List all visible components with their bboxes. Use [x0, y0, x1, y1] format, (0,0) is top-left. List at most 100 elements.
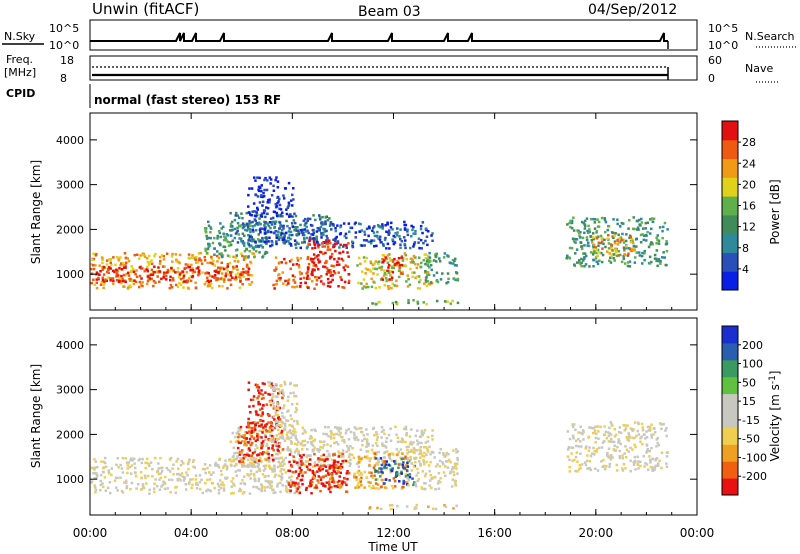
scatter-cell [273, 269, 277, 272]
scatter-cell [262, 191, 265, 195]
scatter-cell [250, 458, 253, 461]
scatter-cell [626, 264, 630, 268]
scatter-cell [257, 386, 261, 389]
scatter-cell [423, 455, 426, 458]
scatter-cell [435, 260, 438, 263]
scatter-cell [301, 471, 304, 475]
scatter-cell [399, 237, 402, 241]
colorbar-tick-label-3: -15 [742, 414, 760, 427]
scatter-cell [650, 217, 654, 220]
scatter-cell [272, 395, 275, 398]
scatter-cell [245, 263, 249, 267]
scatter-cell [341, 439, 344, 442]
scatter-cell [395, 262, 398, 265]
scatter-cell [383, 465, 386, 468]
y-tick-label-3: 4000 [56, 134, 84, 147]
scatter-cell [216, 234, 219, 238]
scatter-cell [261, 413, 264, 416]
scatter-cell [570, 446, 573, 449]
scatter-region-13 [371, 299, 460, 306]
scatter-cell [317, 276, 321, 279]
scatter-cell [182, 276, 185, 280]
scatter-cell [448, 458, 451, 462]
scatter-cell [409, 257, 413, 260]
scatter-cell [250, 465, 254, 468]
scatter-cell [299, 223, 302, 227]
scatter-cell [427, 464, 431, 467]
scatter-cell [272, 435, 275, 438]
scatter-cell [452, 277, 456, 281]
scatter-cell [295, 486, 298, 490]
scatter-cell [245, 248, 248, 251]
scatter-cell [422, 301, 425, 304]
scatter-cell [377, 471, 380, 474]
scatter-cell [127, 461, 131, 464]
scatter-cell [417, 478, 421, 481]
scatter-cell [256, 222, 259, 225]
scatter-cell [147, 462, 151, 466]
scatter-cell [247, 381, 251, 384]
scatter-cell [585, 238, 589, 242]
scatter-cell [252, 472, 256, 476]
scatter-cell [309, 463, 312, 466]
scatter-cell [94, 264, 97, 267]
scatter-cell [316, 463, 319, 467]
scatter-cell [240, 435, 244, 439]
scatter-cell [600, 446, 604, 449]
scatter-cell [329, 490, 332, 494]
scatter-cell [613, 240, 617, 243]
scatter-cell [649, 461, 652, 464]
scatter-cell [264, 428, 268, 432]
scatter-cell [260, 397, 264, 400]
scatter-cell [360, 229, 364, 232]
scatter-cell [574, 241, 577, 244]
scatter-cell [420, 452, 423, 456]
scatter-cell [609, 421, 613, 424]
scatter-cell [127, 285, 130, 289]
scatter-cell [456, 450, 460, 453]
scatter-cell [585, 445, 588, 448]
scatter-cell [641, 251, 644, 255]
scatter-cell [290, 424, 294, 427]
scatter-cell [592, 243, 596, 247]
scatter-cell [240, 459, 244, 462]
scatter-cell [250, 235, 253, 239]
scatter-cell [409, 246, 412, 250]
scatter-cell [112, 256, 115, 259]
scatter-cell [326, 237, 329, 240]
scatter-cell [176, 457, 180, 461]
scatter-cell [375, 431, 378, 434]
scatter-cell [217, 229, 221, 233]
scatter-cell [292, 263, 295, 266]
scatter-cell [616, 222, 619, 226]
scatter-cell [396, 462, 400, 466]
scatter-cell [329, 429, 332, 433]
scatter-cell [401, 438, 405, 442]
scatter-cell [262, 195, 266, 198]
scatter-cell [401, 440, 405, 444]
scatter-cell [384, 256, 387, 259]
scatter-cell [329, 437, 333, 440]
scatter-cell [282, 197, 286, 200]
scatter-cell [258, 240, 261, 243]
scatter-cell [239, 280, 242, 283]
scatter-cell [583, 255, 586, 259]
scatter-cell [266, 221, 269, 225]
scatter-cell [395, 448, 399, 451]
colorbar-cell-0 [722, 478, 738, 496]
scatter-cell [274, 491, 277, 494]
scatter-cell [434, 465, 438, 468]
scatter-cell [194, 478, 198, 481]
scatter-cell [273, 475, 276, 478]
scatter-cell [451, 478, 454, 481]
x-tick-label-0: 00:00 [73, 526, 108, 540]
scatter-cell [262, 426, 265, 429]
scatter-cell [93, 468, 96, 471]
scatter-cell [245, 437, 248, 440]
scatter-cell [580, 261, 583, 265]
scatter-cell [425, 302, 428, 306]
y-tick-label-0: 1000 [56, 268, 84, 281]
scatter-cell [390, 278, 394, 282]
freq-right-tick-top: 60 [708, 54, 722, 67]
scatter-cell [237, 433, 241, 436]
